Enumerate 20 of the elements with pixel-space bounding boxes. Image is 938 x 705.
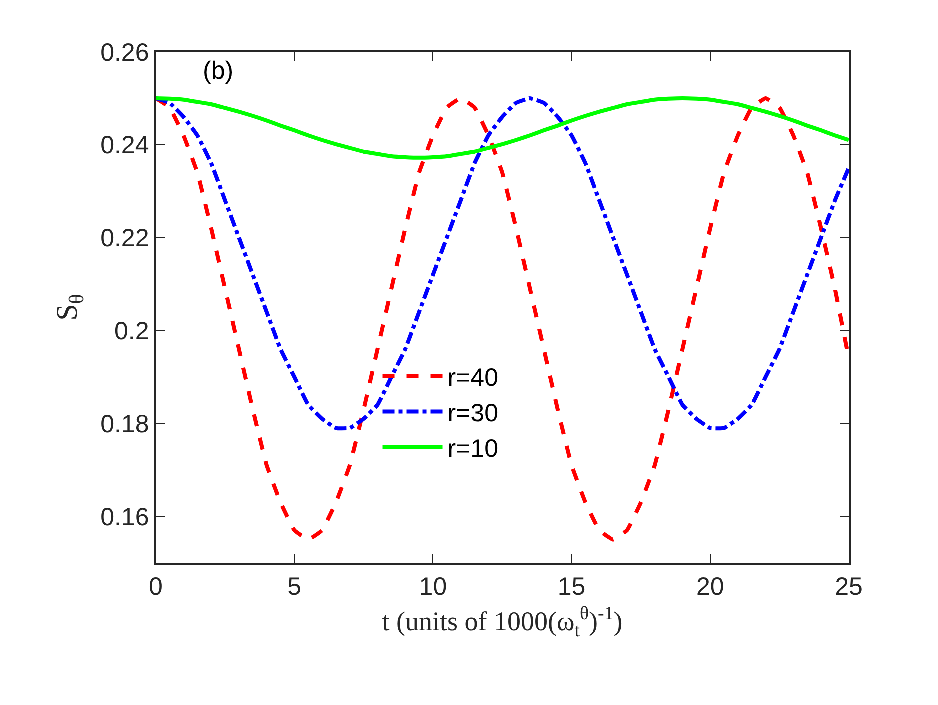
y-tick-label: 0.24: [100, 132, 150, 160]
legend-label: r=10: [448, 434, 498, 463]
x-tick-label: 5: [288, 572, 302, 601]
y-tick-label: 0.22: [100, 224, 150, 253]
annotation: (b): [203, 57, 234, 85]
line-series: [156, 96, 849, 431]
line-series: [156, 96, 849, 160]
y-tick-label: 0.2: [114, 317, 150, 346]
line-series: [156, 96, 849, 542]
x-tick-label: 0: [149, 572, 163, 601]
x-tick-label: 25: [835, 572, 863, 601]
y-tick-label: 0.26: [100, 38, 150, 67]
x-tick-label: 20: [696, 572, 724, 601]
legend-label: r=40: [448, 364, 498, 392]
y-tick-label: 0.16: [100, 503, 150, 532]
y-tick-label: 0.18: [100, 410, 150, 438]
x-tick-label: 15: [558, 572, 586, 601]
x-tick-label: 10: [419, 572, 448, 601]
x-axis-title: t (units of 1000(ω$_{t}$$^{θ}$)$^{-1}$): [382, 603, 623, 642]
legend-label: r=30: [448, 399, 498, 428]
